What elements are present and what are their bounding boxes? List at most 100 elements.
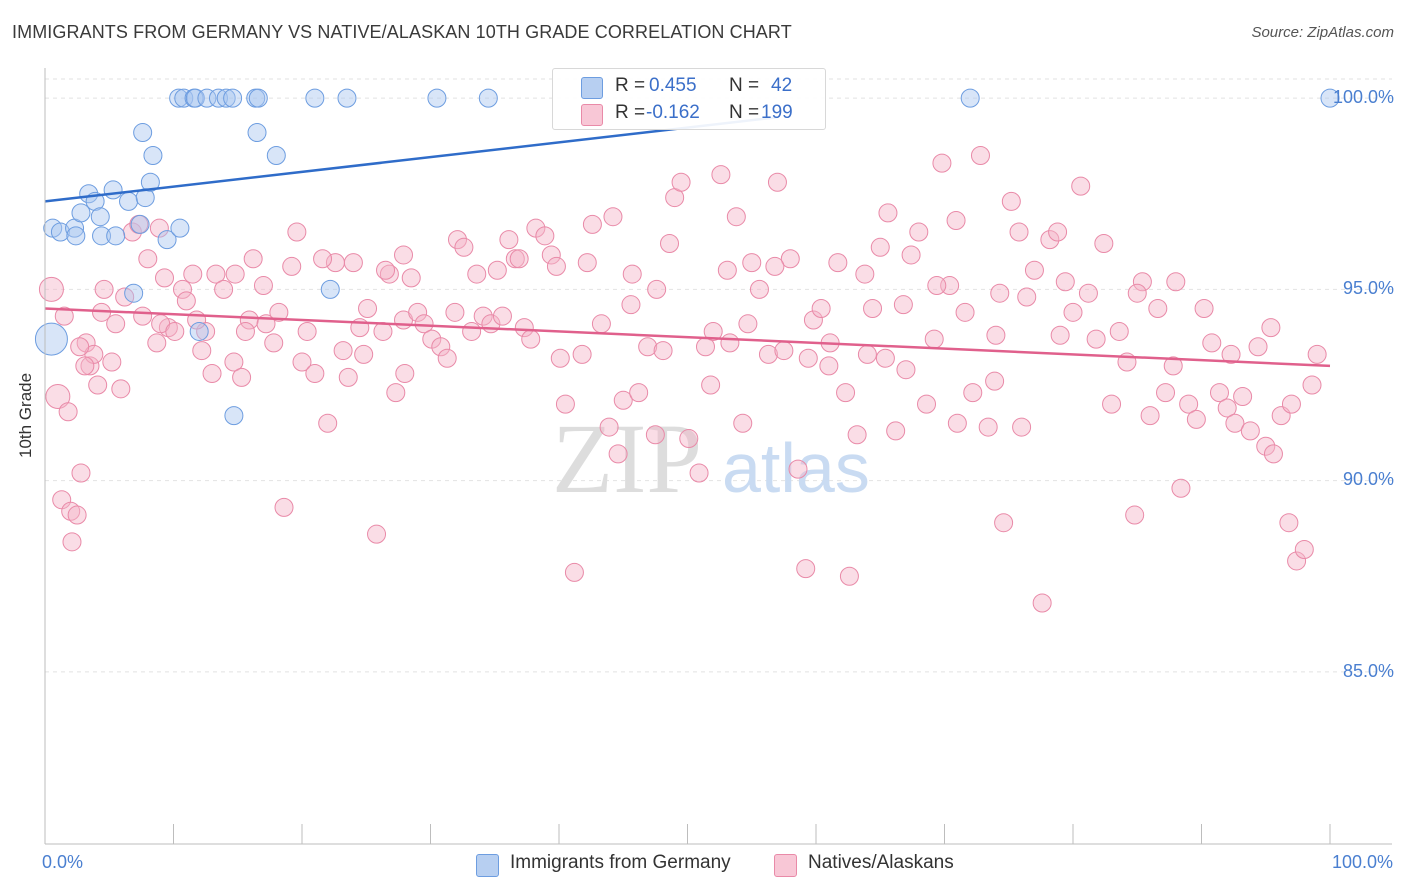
trend-lines: [44, 116, 1331, 368]
natives-alaskans-point: [38, 276, 64, 302]
natives-alaskans-point: [58, 402, 78, 422]
natives-alaskans-point: [445, 302, 465, 322]
n-value: 42: [771, 75, 793, 96]
natives-alaskans-point: [546, 256, 566, 276]
natives-alaskans-point: [711, 165, 731, 185]
watermark-zip: ZIP: [552, 403, 702, 514]
natives-alaskans-point: [1256, 436, 1276, 456]
natives-alaskans-point: [582, 214, 602, 234]
n-label: N =: [729, 75, 760, 96]
natives-alaskans-point: [183, 264, 203, 284]
natives-alaskans-point: [986, 325, 1006, 345]
natives-alaskans-point: [1094, 233, 1114, 253]
natives-alaskans-point: [75, 356, 95, 376]
natives-alaskans-point: [1032, 593, 1052, 613]
watermark: ZIP atlas: [552, 403, 870, 514]
natives-alaskans-point: [521, 329, 541, 349]
germany-point: [170, 218, 190, 238]
natives-alaskans-point: [71, 463, 91, 483]
natives-alaskans-point: [176, 291, 196, 311]
natives-alaskans-point: [535, 226, 555, 246]
natives-alaskans-point: [88, 375, 108, 395]
natives-alaskans-point: [819, 356, 839, 376]
natives-alaskans-point: [333, 341, 353, 361]
n-label: N =: [729, 102, 760, 123]
natives-alaskans-point: [765, 256, 785, 276]
natives-alaskans-point: [875, 348, 895, 368]
natives-alaskans-point: [206, 264, 226, 284]
germany-point: [66, 226, 86, 246]
natives-alaskans-point: [660, 233, 680, 253]
natives-alaskans-point: [647, 279, 667, 299]
stats-row-natives: R = -0.162 N = 199: [553, 101, 825, 129]
natives-alaskans-point: [106, 314, 126, 334]
natives-alaskans-point: [1307, 344, 1327, 364]
natives-alaskans-point: [367, 524, 387, 544]
legend-swatch-blue: [581, 77, 603, 99]
y-axis-label: 10th Grade: [16, 372, 35, 458]
germany-point: [140, 172, 160, 192]
natives-alaskans-point: [555, 394, 575, 414]
natives-alaskans-point: [1186, 409, 1206, 429]
natives-alaskans-point: [94, 279, 114, 299]
natives-alaskans-point: [1109, 321, 1129, 341]
germany-point: [90, 207, 110, 227]
natives-alaskans-point: [572, 344, 592, 364]
legend-swatch-pink: [581, 104, 603, 126]
natives-alaskans-point: [492, 306, 512, 326]
germany-point: [174, 88, 194, 108]
natives-alaskans-point: [1012, 417, 1032, 437]
natives-alaskans-point: [1225, 413, 1245, 433]
natives-alaskans-point: [1140, 406, 1160, 426]
natives-alaskans-point: [990, 283, 1010, 303]
natives-alaskans-point: [947, 413, 967, 433]
y-tick-label: 85.0%: [1342, 661, 1394, 681]
r-value: -0.162: [646, 102, 700, 123]
source-label: Source: ZipAtlas.com: [1251, 24, 1394, 41]
natives-alaskans-point: [901, 245, 921, 265]
natives-alaskans-point: [514, 318, 534, 338]
natives-alaskans-point: [717, 260, 737, 280]
natives-alaskans-point: [225, 264, 245, 284]
natives-alaskans-point: [1017, 287, 1037, 307]
natives-alaskans-point: [45, 383, 71, 409]
germany-point: [79, 184, 99, 204]
germany-point: [106, 226, 126, 246]
natives-alaskans-point: [62, 532, 82, 552]
natives-alaskans-point: [1156, 383, 1176, 403]
chart-title: IMMIGRANTS FROM GERMANY VS NATIVE/ALASKA…: [12, 22, 792, 42]
natives-alaskans-point: [1071, 176, 1091, 196]
natives-alaskans-point: [408, 302, 428, 322]
natives-alaskans-point: [292, 352, 312, 372]
natives-alaskans-point: [202, 364, 222, 384]
natives-alaskans-point: [893, 295, 913, 315]
germany-point: [305, 88, 325, 108]
natives-alaskans-points: [38, 146, 1327, 613]
germany-point: [266, 146, 286, 165]
natives-alaskans-point: [394, 245, 414, 265]
germany-point: [103, 180, 123, 200]
natives-alaskans-point: [917, 394, 937, 414]
natives-alaskans-point: [629, 383, 649, 403]
natives-alaskans-point: [138, 249, 158, 269]
germany-point: [320, 279, 340, 299]
natives-alaskans-point: [1166, 272, 1186, 292]
natives-alaskans-point: [67, 505, 87, 525]
natives-alaskans-point: [863, 299, 883, 318]
germany-point: [216, 88, 236, 108]
natives-alaskans-point: [780, 249, 800, 269]
natives-alaskans-point: [102, 352, 122, 372]
natives-alaskans-point: [1281, 394, 1301, 414]
germany-trend-line: [44, 116, 778, 203]
natives-alaskans-point: [796, 559, 816, 579]
germany-point: [50, 222, 70, 242]
natives-alaskans-point: [80, 356, 100, 376]
natives-alaskans-point: [354, 344, 374, 364]
natives-alaskans-point: [738, 314, 758, 334]
natives-alaskans-point: [703, 321, 723, 341]
natives-alaskans-point: [689, 463, 709, 483]
natives-alaskans-point: [358, 299, 378, 318]
natives-alaskans-point: [1040, 230, 1060, 250]
natives-alaskans-point: [870, 237, 890, 257]
natives-alaskans-point: [679, 429, 699, 449]
